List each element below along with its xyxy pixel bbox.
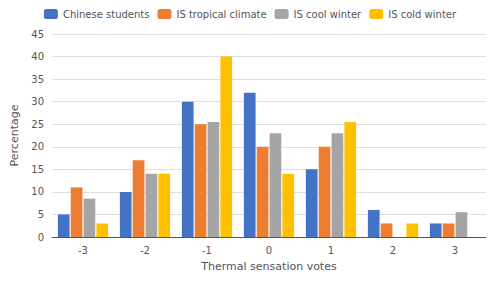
svg-text:40: 40 xyxy=(31,51,44,62)
svg-text:5: 5 xyxy=(38,209,44,220)
svg-text:0: 0 xyxy=(38,232,44,243)
svg-text:-3: -3 xyxy=(78,245,88,256)
svg-text:IS cold winter: IS cold winter xyxy=(388,9,457,20)
svg-text:1: 1 xyxy=(328,245,334,256)
svg-text:3: 3 xyxy=(452,245,458,256)
svg-text:30: 30 xyxy=(31,96,44,107)
svg-text:0: 0 xyxy=(266,245,272,256)
svg-text:Chinese students: Chinese students xyxy=(63,9,150,20)
svg-text:IS cool winter: IS cool winter xyxy=(294,9,363,20)
svg-text:IS tropical climate: IS tropical climate xyxy=(176,9,266,20)
svg-text:2: 2 xyxy=(390,245,396,256)
svg-text:-1: -1 xyxy=(202,245,212,256)
svg-text:Thermal sensation votes: Thermal sensation votes xyxy=(200,260,337,273)
svg-text:25: 25 xyxy=(31,119,44,130)
svg-text:45: 45 xyxy=(31,29,44,40)
svg-text:Percentage: Percentage xyxy=(8,104,21,166)
svg-text:10: 10 xyxy=(31,186,44,197)
svg-text:20: 20 xyxy=(31,141,44,152)
svg-text:35: 35 xyxy=(31,74,44,85)
svg-text:-2: -2 xyxy=(140,245,150,256)
svg-text:15: 15 xyxy=(31,164,44,175)
